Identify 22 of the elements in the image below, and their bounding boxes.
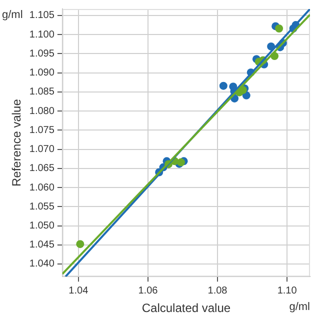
x-tick-label: 1.08	[208, 285, 228, 296]
y-tick-label: 1.065	[29, 163, 55, 174]
text: g/ml	[289, 301, 310, 314]
y-tick-label: 1.040	[29, 258, 55, 270]
y-tick-label: 1.085	[29, 86, 55, 98]
y-tick-label: 1.060	[29, 182, 55, 194]
x-tick-label: 1.10	[277, 285, 298, 296]
y-tick-label: 1.095	[29, 48, 55, 60]
y-tick-label: 1.045	[29, 240, 55, 251]
x-axis-title: Calculated value	[142, 301, 231, 316]
x-tick-label: 1.06	[138, 285, 158, 296]
y-tick-label: 1.105	[29, 10, 55, 22]
y-tick-label: 1.100	[29, 29, 55, 40]
text: g/ml	[2, 9, 23, 22]
y-tick-label: 1.070	[29, 144, 55, 156]
y-tick-label: 1.075	[29, 124, 55, 136]
x-tick-label: 1.04	[68, 285, 89, 296]
y-tick-label: 1.080	[29, 106, 55, 117]
y-axis-title: Reference value	[10, 98, 24, 186]
y-tick-label: 1.090	[29, 68, 55, 79]
y-tick-label: 1.055	[29, 201, 55, 212]
y-tick-label: 1.050	[29, 220, 55, 232]
